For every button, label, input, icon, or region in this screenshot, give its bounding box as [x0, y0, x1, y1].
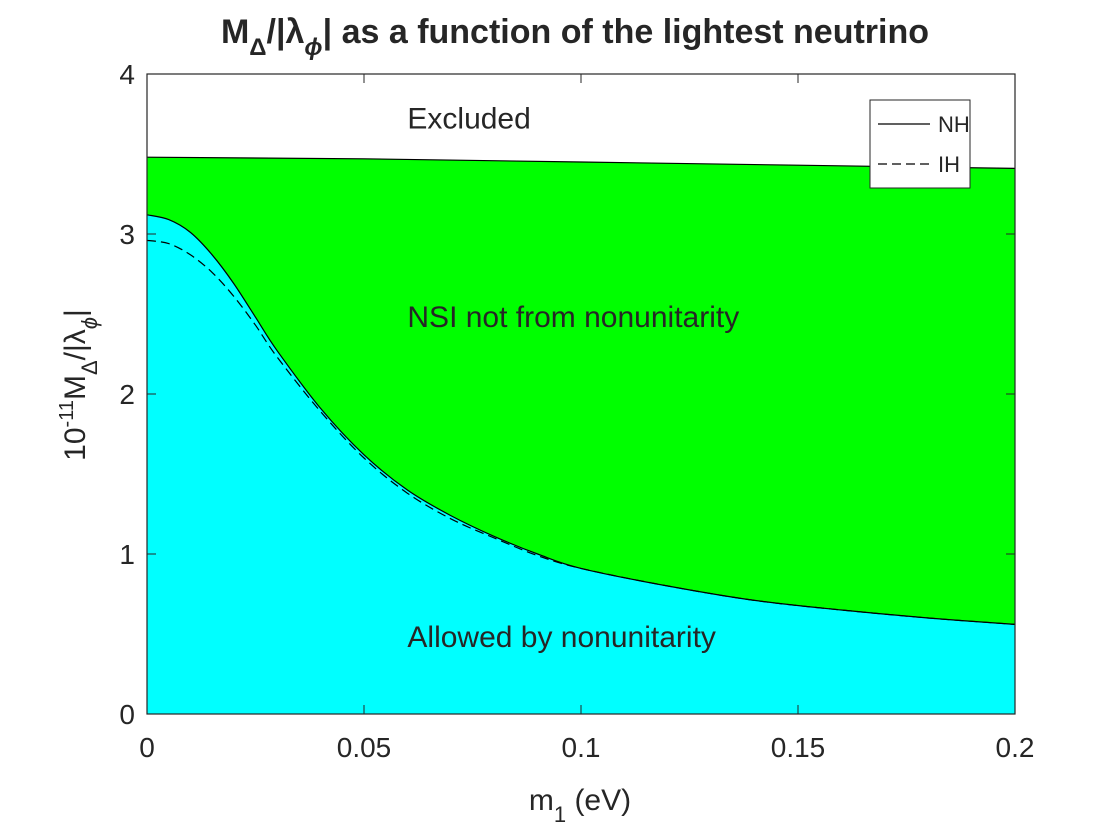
x-tick-label: 0.15	[771, 732, 826, 763]
x-tick-label: 0.1	[562, 732, 601, 763]
plot-area	[146, 74, 1016, 715]
x-tick-label: 0.2	[996, 732, 1035, 763]
y-tick-label: 2	[119, 379, 135, 410]
allowed-region-label: Allowed by nonunitarity	[407, 621, 716, 654]
x-tick-label: 0	[139, 732, 155, 763]
legend-box	[869, 99, 971, 189]
x-axis-label: m1 (eV)	[529, 784, 631, 827]
excluded-region-area	[147, 74, 1015, 169]
y-tick-label: 3	[119, 219, 135, 250]
x-tick-label: 0.05	[337, 732, 392, 763]
excluded-label: Excluded	[407, 102, 530, 135]
ih-series-line	[146, 239, 1016, 625]
allowed-region-area	[147, 214, 1015, 715]
legend: NH IH	[869, 99, 971, 189]
y-axis-label: 10-11MΔ/|λϕ|	[56, 309, 102, 461]
nsi-region-label: NSI not from nonunitarity	[407, 301, 739, 334]
y-tick-label: 1	[119, 539, 135, 570]
y-tick-label: 4	[119, 59, 135, 90]
legend-nh-label: NH	[938, 112, 970, 137]
legend-ih-label: IH	[938, 152, 960, 177]
axis-ticks: 0 0.05 0.1 0.15 0.2 0 1 2 3 4	[119, 59, 1034, 763]
chart-title: MΔ/|λϕ| as a function of the lightest ne…	[221, 13, 929, 61]
y-tick-label: 0	[119, 699, 135, 730]
